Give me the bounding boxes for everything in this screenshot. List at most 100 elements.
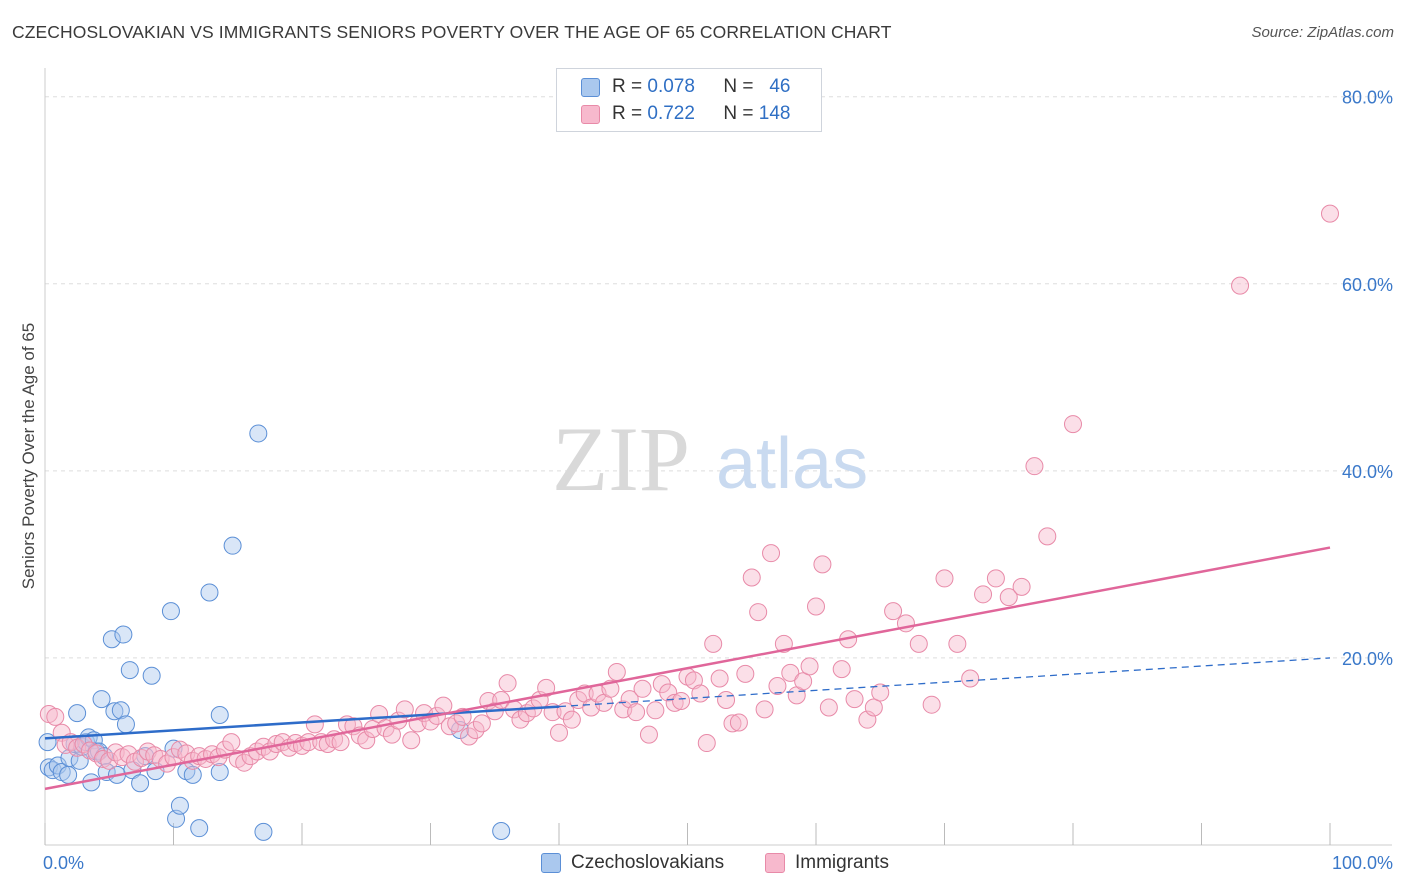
data-point: [537, 678, 556, 697]
data-point: [200, 583, 219, 602]
data-point: [710, 669, 729, 688]
y-tick-label: 60.0%: [1342, 275, 1393, 295]
data-point: [116, 715, 135, 734]
data-point: [723, 714, 742, 733]
data-point: [691, 684, 710, 703]
data-point: [768, 676, 787, 695]
data-point: [646, 701, 665, 720]
data-point: [460, 727, 479, 746]
data-point: [1321, 204, 1339, 223]
data-point: [492, 821, 511, 840]
data-point: [131, 774, 150, 793]
trend-lines: [44, 546, 1331, 791]
data-point: [620, 690, 639, 709]
data-point: [864, 698, 883, 717]
bottom-legend-immigrants: Immigrants: [765, 852, 889, 874]
legend-r-value: 0.078: [647, 76, 695, 97]
data-point: [511, 710, 530, 729]
data-point: [434, 696, 453, 715]
grid-lines: [45, 96, 1392, 659]
data-point: [961, 669, 980, 688]
data-point: [832, 660, 851, 679]
legend-n-label: N =: [723, 103, 754, 124]
data-point: [222, 733, 241, 752]
axes: [44, 68, 1392, 846]
legend-swatch-immigrants: [581, 104, 600, 124]
data-point: [909, 634, 928, 653]
y-axis-title: Seniors Poverty Over the Age of 65: [19, 323, 38, 589]
data-point: [395, 700, 414, 719]
data-point: [331, 733, 350, 752]
x-tick-label: 100.0%: [1332, 853, 1393, 873]
data-point: [742, 568, 761, 587]
data-point: [697, 734, 716, 753]
data-point: [684, 671, 703, 690]
data-point: [813, 555, 832, 574]
data-point: [305, 715, 324, 734]
bottom-legend-swatch-czechoslovakians: [541, 853, 561, 873]
data-point: [1038, 527, 1057, 546]
watermark: ZIP atlas: [552, 408, 868, 510]
data-point: [46, 707, 65, 726]
data-point: [402, 731, 421, 750]
trend-line-immigrants: [44, 546, 1331, 791]
watermark-zip: ZIP: [552, 408, 690, 510]
x-tick-label: 0.0%: [43, 853, 84, 873]
data-point: [1012, 577, 1031, 596]
legend-row-czechoslovakians: R = 0.078 N = 46: [581, 75, 790, 99]
data-point: [704, 634, 723, 653]
data-point: [170, 796, 189, 815]
bottom-legend-label-immigrants: Immigrants: [795, 852, 889, 873]
data-point: [781, 663, 800, 682]
data-point: [794, 672, 813, 691]
data-point: [884, 602, 903, 621]
series-czechoslovakians: [38, 424, 511, 841]
data-point: [111, 701, 130, 720]
data-point: [357, 731, 376, 750]
data-point: [672, 691, 691, 710]
data-point: [749, 603, 768, 622]
legend-n-label: N =: [723, 76, 754, 97]
data-point: [466, 720, 485, 739]
data-point: [845, 690, 864, 709]
data-point: [105, 702, 124, 721]
legend-n-value: 148: [758, 103, 791, 124]
data-point: [161, 602, 180, 621]
bottom-legend-swatch-immigrants: [765, 853, 785, 873]
data-point: [948, 634, 967, 653]
data-point: [92, 690, 111, 709]
data-point: [717, 691, 736, 710]
data-point: [800, 657, 819, 676]
data-point: [210, 763, 229, 782]
data-point: [974, 585, 993, 604]
data-point: [142, 666, 161, 685]
legend-r-label: R =: [612, 76, 643, 97]
data-point: [1025, 457, 1044, 476]
data-point: [102, 630, 121, 649]
legend: R = 0.078 N = 46 R = 0.722 N = 148: [556, 68, 822, 132]
data-point: [935, 569, 954, 588]
chart-title: CZECHOSLOVAKIAN VS IMMIGRANTS SENIORS PO…: [12, 22, 892, 42]
data-point: [59, 765, 78, 784]
legend-row-immigrants: R = 0.722 N = 148: [581, 102, 790, 126]
y-tick-label: 40.0%: [1342, 462, 1393, 482]
data-point: [210, 705, 229, 724]
data-point: [627, 703, 646, 722]
data-point: [114, 625, 133, 644]
trend-line-czechoslovakians-extension: [558, 657, 1331, 708]
data-point: [659, 683, 678, 702]
data-point: [447, 714, 466, 733]
data-point: [639, 725, 658, 744]
y-tick-label: 80.0%: [1342, 88, 1393, 108]
data-point: [183, 765, 202, 784]
data-point: [562, 710, 581, 729]
bottom-legend: Czechoslovakians Immigrants: [0, 852, 1406, 878]
data-point: [633, 679, 652, 698]
watermark-atlas: atlas: [716, 424, 868, 504]
data-point: [472, 714, 491, 733]
data-point: [819, 698, 838, 717]
legend-r-label: R =: [612, 103, 643, 124]
data-point: [235, 753, 254, 772]
data-point: [607, 662, 626, 681]
data-point: [755, 700, 774, 719]
